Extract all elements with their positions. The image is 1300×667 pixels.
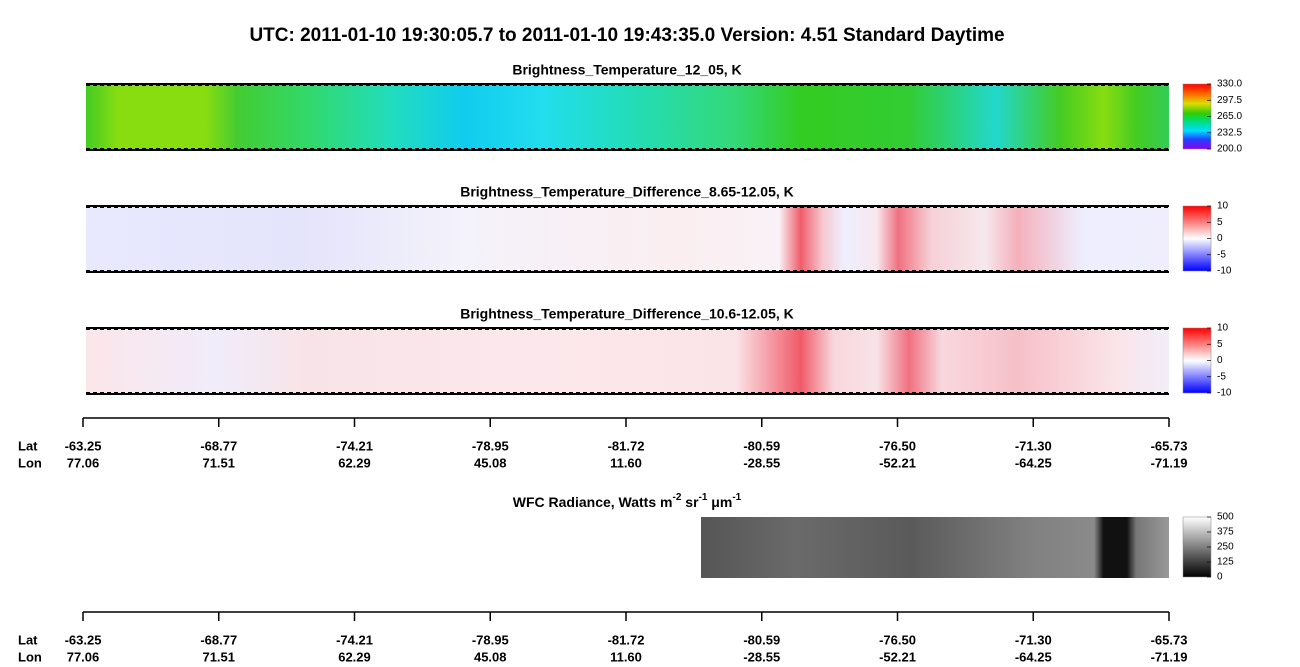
panel-title: Brightness_Temperature_Difference_8.65-1…: [460, 184, 794, 200]
panel-title: Brightness_Temperature_12_05, K: [512, 62, 741, 78]
lon-label: 77.06: [67, 649, 100, 664]
heatmap-image: [86, 84, 1169, 150]
colorbar-tick-label: 265.0: [1217, 111, 1242, 122]
axis-row-label: Lat: [18, 632, 38, 647]
lon-label: -71.19: [1151, 455, 1188, 470]
colorbar-tick-label: 0: [1217, 572, 1223, 583]
colorbar-tick-label: 10: [1217, 323, 1229, 334]
title-text: WFC Radiance, Watts m: [513, 494, 673, 510]
lat-label: -65.73: [1151, 632, 1188, 647]
title-superscript: -1: [732, 492, 741, 503]
colorbar: [1182, 205, 1212, 272]
lon-label: -28.55: [743, 455, 780, 470]
lat-label: -81.72: [608, 632, 645, 647]
lat-label: -63.25: [65, 632, 102, 647]
colorbar-tick-label: -10: [1217, 266, 1232, 277]
lat-label: -76.50: [879, 438, 916, 453]
lat-label: -68.77: [200, 438, 237, 453]
lon-label: -28.55: [743, 649, 780, 664]
lat-label: -71.30: [1015, 632, 1052, 647]
colorbar-tick-label: 330.0: [1217, 79, 1242, 90]
colorbar-tick-label: 5: [1217, 217, 1223, 228]
colorbar-tick-label: -5: [1217, 371, 1226, 382]
colorbar-tick-label: -5: [1217, 249, 1226, 260]
lat-label: -74.21: [336, 632, 373, 647]
colorbar-tick-label: 0: [1217, 233, 1223, 244]
colorbar-tick-label: 250: [1217, 542, 1234, 553]
lon-label: 45.08: [474, 455, 507, 470]
colorbar-tick-label: 200.0: [1217, 144, 1242, 155]
lon-label: 11.60: [610, 649, 642, 664]
colorbar: [1182, 516, 1212, 578]
lat-label: -80.59: [743, 438, 780, 453]
lon-label: 62.29: [338, 455, 371, 470]
heatmap-image: [701, 517, 1169, 578]
lon-label: -64.25: [1015, 455, 1052, 470]
colorbar-tick-label: 5: [1217, 339, 1223, 350]
colorbar-tick-label: 375: [1217, 527, 1234, 538]
lat-label: -71.30: [1015, 438, 1052, 453]
lat-label: -76.50: [879, 632, 916, 647]
colorbar-tick-label: 0: [1217, 355, 1223, 366]
lon-label: 71.51: [202, 649, 235, 664]
title-text: μm: [707, 494, 732, 510]
axis-row-label: Lat: [18, 438, 38, 453]
lat-label: -78.95: [472, 632, 509, 647]
lon-label: 71.51: [202, 455, 235, 470]
lon-label: -71.19: [1151, 649, 1188, 664]
lon-label: 62.29: [338, 649, 371, 664]
heatmap-image: [86, 206, 1169, 272]
lon-label: -52.21: [879, 455, 916, 470]
colorbar: [1182, 83, 1212, 150]
panel-title: Brightness_Temperature_Difference_10.6-1…: [460, 306, 794, 322]
colorbar-tick-label: 125: [1217, 557, 1234, 568]
lon-label: 11.60: [610, 455, 642, 470]
heatmap-image: [86, 328, 1169, 394]
axis-row-label: Lon: [18, 649, 42, 664]
lon-label: -52.21: [879, 649, 916, 664]
title-text: sr: [681, 494, 699, 510]
colorbar-tick-label: 232.5: [1217, 127, 1242, 138]
lat-label: -63.25: [65, 438, 102, 453]
colorbar: [1182, 327, 1212, 394]
lat-label: -65.73: [1151, 438, 1188, 453]
panel-title: WFC Radiance, Watts m-2 sr-1 μm-1: [513, 492, 742, 510]
page-title: UTC: 2011-01-10 19:30:05.7 to 2011-01-10…: [249, 25, 1004, 46]
lon-label: 45.08: [474, 649, 507, 664]
lat-label: -78.95: [472, 438, 509, 453]
lat-label: -80.59: [743, 632, 780, 647]
title-superscript: -1: [699, 492, 708, 503]
colorbar-tick-label: 297.5: [1217, 95, 1242, 106]
title-superscript: -2: [672, 492, 681, 503]
colorbar-tick-label: 10: [1217, 201, 1229, 212]
lat-label: -68.77: [200, 632, 237, 647]
lat-label: -81.72: [608, 438, 645, 453]
colorbar-tick-label: 500: [1217, 512, 1234, 523]
axis-row-label: Lon: [18, 455, 42, 470]
lon-label: -64.25: [1015, 649, 1052, 664]
lat-label: -74.21: [336, 438, 373, 453]
colorbar-tick-label: -10: [1217, 388, 1232, 399]
lon-label: 77.06: [67, 455, 100, 470]
